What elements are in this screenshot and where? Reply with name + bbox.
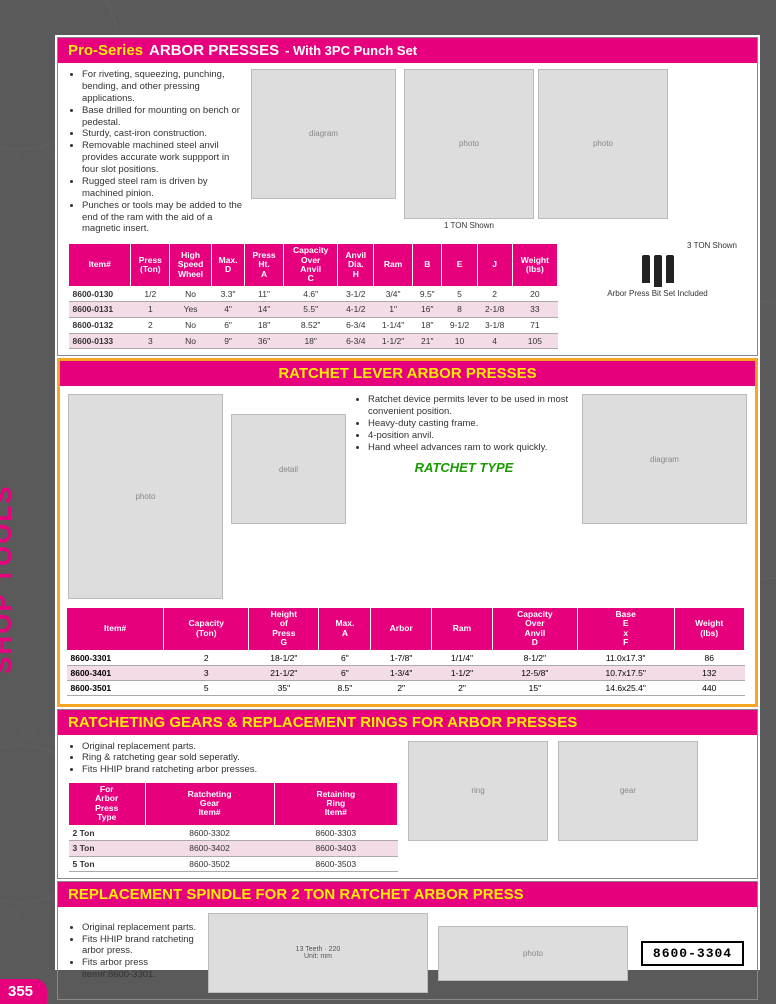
table-row: 5 Ton8600-35028600-3503: [69, 856, 398, 872]
feature-item: For riveting, squeezing, punching, bendi…: [82, 69, 243, 105]
feature-item: 4-position anvil.: [368, 430, 574, 442]
spec-table: Item#Press(Ton)HighSpeedWheelMax.DPressH…: [68, 243, 558, 349]
spec-table: ForArborPressTypeRatchetingGearItem#Reta…: [68, 782, 398, 872]
product-photo-1ton: photo: [404, 69, 534, 219]
feature-item: Punches or tools may be added to the end…: [82, 200, 243, 236]
section-header: RATCHET LEVER ARBOR PRESSES: [60, 361, 755, 386]
table-row: 8600-3501535"8.5"2"2"15"14.6x25.4"440: [67, 680, 745, 695]
feature-list: Original replacement parts.Ring & ratche…: [68, 741, 398, 777]
header-part-b: ARBOR PRESSES: [149, 42, 279, 59]
feature-list: For riveting, squeezing, punching, bendi…: [68, 69, 243, 235]
col-header: Arbor: [371, 608, 432, 650]
feature-list: Original replacement parts.Fits HHIP bra…: [68, 922, 198, 981]
feature-item: Sturdy, cast-iron construction.: [82, 128, 243, 140]
feature-item: Fits HHIP brand ratcheting arbor presses…: [82, 764, 398, 776]
col-header: CapacityOverAnvilD: [492, 608, 577, 650]
col-header: HighSpeedWheel: [170, 244, 212, 286]
photo-caption: 1 TON Shown: [404, 221, 534, 231]
col-header: Ram: [432, 608, 493, 650]
feature-list: Ratchet device permits lever to be used …: [354, 394, 574, 453]
table-row: 8600-01311Yes4"14"5.5"4-1/21"16"82-1/833: [69, 302, 558, 318]
col-header: ForArborPressType: [69, 783, 146, 825]
spec-table: Item#Capacity(Ton)HeightofPressGMax.AArb…: [66, 607, 745, 695]
feature-item: Original replacement parts.: [82, 741, 398, 753]
col-header: Item#: [67, 608, 164, 650]
table-row: 8600-01301/2No3.3"11"4.6"3-1/23/4"9.5"52…: [69, 286, 558, 302]
header-part-c: - With 3PC Punch Set: [285, 43, 417, 58]
product-photo-3ton: photo: [538, 69, 668, 219]
col-header: B: [413, 244, 442, 286]
header-title: REPLACEMENT SPINDLE FOR 2 TON RATCHET AR…: [68, 886, 524, 903]
dimension-diagram: diagram: [582, 394, 747, 524]
col-header: Max.A: [319, 608, 371, 650]
bit-set-icon: [568, 255, 747, 287]
feature-item: Fits arbor press item#:8600-3301.: [82, 957, 198, 981]
header-title: RATCHETING GEARS & REPLACEMENT RINGS FOR…: [68, 714, 577, 731]
photo-caption-3ton: 3 TON Shown: [568, 241, 737, 251]
feature-item: Rugged steel ram is driven by machined p…: [82, 176, 243, 200]
table-row: 2 Ton8600-33028600-3303: [69, 825, 398, 841]
feature-item: Ratchet device permits lever to be used …: [368, 394, 574, 418]
col-header: HeightofPressG: [249, 608, 319, 650]
section-replacement-spindle: REPLACEMENT SPINDLE FOR 2 TON RATCHET AR…: [57, 881, 758, 1000]
table-row: 8600-01322No6"18"8.52"6-3/41-1/4"18"9-1/…: [69, 317, 558, 333]
header-title: RATCHET LEVER ARBOR PRESSES: [278, 365, 536, 382]
col-header: AnvilDia.H: [338, 244, 374, 286]
section-pro-series: Pro-Series ARBOR PRESSES - With 3PC Punc…: [57, 37, 758, 356]
col-header: Item#: [69, 244, 131, 286]
spindle-photo: photo: [438, 926, 628, 981]
ratchet-type-label: RATCHET TYPE: [354, 460, 574, 476]
feature-item: Heavy-duty casting frame.: [368, 418, 574, 430]
product-photo: photo: [68, 394, 223, 599]
col-header: Max.D: [211, 244, 244, 286]
section-ratchet-lever: RATCHET LEVER ARBOR PRESSES photo detail…: [57, 358, 758, 706]
col-header: CapacityOverAnvilC: [283, 244, 337, 286]
col-header: BaseExF: [577, 608, 674, 650]
table-row: 8600-01333No9"36"18"6-3/41-1/2"21"104105: [69, 333, 558, 349]
ring-photo: ring: [408, 741, 548, 841]
spindle-diagram: 13 Teeth · 220 Unit: mm: [208, 913, 428, 993]
bit-caption: Arbor Press Bit Set Included: [568, 289, 747, 299]
detail-photo: detail: [231, 414, 346, 524]
table-row: 8600-3401321-1/2"6"1-3/4"1-1/2"12-5/8"10…: [67, 665, 745, 680]
col-header: J: [477, 244, 512, 286]
feature-item: Hand wheel advances ram to work quickly.: [368, 442, 574, 454]
section-ratcheting-gears: RATCHETING GEARS & REPLACEMENT RINGS FOR…: [57, 709, 758, 880]
feature-item: Removable machined steel anvil provides …: [82, 140, 243, 176]
side-category-label: SHOP TOOLS: [0, 484, 18, 674]
col-header: Ram: [374, 244, 413, 286]
col-header: Press(Ton): [131, 244, 170, 286]
feature-item: Base drilled for mounting on bench or pe…: [82, 105, 243, 129]
catalog-page: Pro-Series ARBOR PRESSES - With 3PC Punc…: [55, 35, 760, 970]
feature-item: Original replacement parts.: [82, 922, 198, 934]
gear-photo: gear: [558, 741, 698, 841]
section-header: Pro-Series ARBOR PRESSES - With 3PC Punc…: [58, 38, 757, 63]
col-header: RatchetingGearItem#: [145, 783, 274, 825]
col-header: Weight(lbs): [674, 608, 744, 650]
table-row: 3 Ton8600-34028600-3403: [69, 841, 398, 857]
col-header: PressHt.A: [245, 244, 284, 286]
page-number: 355: [0, 979, 47, 1004]
col-header: Capacity(Ton): [164, 608, 249, 650]
part-number-box: 8600-3304: [641, 941, 744, 966]
feature-item: Fits HHIP brand ratcheting arbor press.: [82, 934, 198, 958]
feature-item: Ring & ratcheting gear sold seperatly.: [82, 752, 398, 764]
table-row: 8600-3301218-1/2"6"1-7/8"1/1/4"8-1/2"11.…: [67, 650, 745, 665]
header-part-a: Pro-Series: [68, 42, 143, 59]
col-header: E: [442, 244, 477, 286]
col-header: RetainingRingItem#: [274, 783, 397, 825]
section-header: RATCHETING GEARS & REPLACEMENT RINGS FOR…: [58, 710, 757, 735]
section-header: REPLACEMENT SPINDLE FOR 2 TON RATCHET AR…: [58, 882, 757, 907]
col-header: Weight(lbs): [512, 244, 557, 286]
dimension-diagram: diagram: [251, 69, 396, 199]
